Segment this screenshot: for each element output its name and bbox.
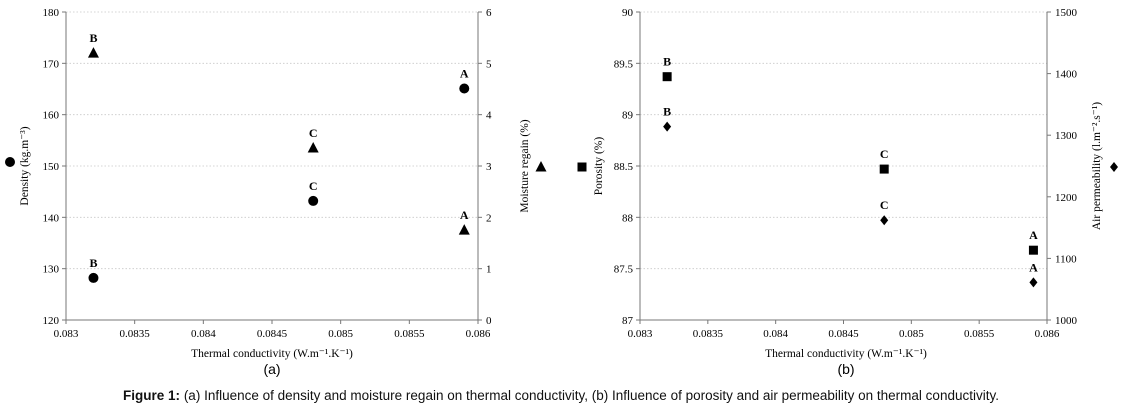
panel-a-triangle-point bbox=[87, 47, 99, 58]
panel-a-y-right-tick-label: 6 bbox=[486, 7, 492, 19]
panel-b-x-tick-label: 0.084 bbox=[763, 328, 788, 340]
panel-b-x-tick-label: 0.085 bbox=[899, 328, 924, 340]
panel-a-panel-label: (a) bbox=[263, 361, 280, 377]
panel-b-y-right-tick-label: 1100 bbox=[1055, 253, 1077, 265]
panel-b-panel-label: (b) bbox=[837, 361, 854, 377]
panel-b-point-label: B bbox=[663, 55, 671, 69]
panel-b-x-axis-title: Thermal conductivity (W.m⁻¹.K⁻¹) bbox=[765, 348, 927, 360]
panel-a-y-left-tick-label: 120 bbox=[43, 315, 60, 327]
panel-a-y-left-axis-title: Density (kg.m⁻³) bbox=[19, 126, 31, 205]
panel-a-x-axis-title: Thermal conductivity (W.m⁻¹.K⁻¹) bbox=[191, 348, 353, 360]
panel-b-y-right-tick-label: 1200 bbox=[1055, 192, 1078, 204]
panel-b-y-right-tick-label: 1000 bbox=[1055, 315, 1078, 327]
panel-b-y-left-tick-label: 89.5 bbox=[614, 58, 634, 70]
panel-a-point-label: C bbox=[309, 126, 318, 140]
panel-a-x-tick-label: 0.083 bbox=[54, 328, 79, 340]
panel-b-legend-diamond-marker bbox=[1110, 162, 1118, 172]
panel-a-y-right-tick-label: 3 bbox=[486, 161, 492, 173]
panel-a-y-left-tick-label: 180 bbox=[43, 7, 60, 19]
panel-a-y-left-tick-label: 150 bbox=[43, 161, 60, 173]
panel-b-x-tick-label: 0.0855 bbox=[964, 328, 995, 340]
panel-b-y-right-tick-label: 1400 bbox=[1055, 69, 1078, 81]
panel-a-y-left-tick-label: 140 bbox=[43, 212, 60, 224]
panel-a-y-right-tick-label: 5 bbox=[486, 58, 492, 70]
panel-a-legend-triangle-marker bbox=[535, 161, 547, 172]
panel-b-point-label: A bbox=[1029, 228, 1038, 242]
panel-a-triangle-point bbox=[307, 142, 319, 153]
panel-a-point-label: A bbox=[460, 66, 469, 80]
panel-a-legend-circle-marker bbox=[5, 157, 15, 167]
panel-a-point-label: B bbox=[89, 256, 97, 270]
caption-text: (a) Influence of density and moisture re… bbox=[183, 388, 999, 403]
panel-b-diamond-point bbox=[663, 121, 672, 132]
panel-b-point-label: C bbox=[880, 198, 889, 212]
panel-a-x-tick-label: 0.085 bbox=[328, 328, 353, 340]
panel-b-point-label: C bbox=[880, 147, 889, 161]
panel-b-x-tick-label: 0.083 bbox=[628, 328, 653, 340]
caption-prefix: Figure 1: bbox=[123, 388, 181, 403]
panel-a-x-tick-label: 0.084 bbox=[191, 328, 216, 340]
panel-b-square-point bbox=[662, 72, 672, 82]
panel-a-circle-point bbox=[308, 195, 319, 206]
panel-a-circle-point bbox=[88, 272, 99, 283]
panel-b-x-tick-label: 0.086 bbox=[1035, 328, 1060, 340]
panel-b-y-left-tick-label: 87 bbox=[622, 315, 634, 327]
panel-a-y-right-tick-label: 4 bbox=[486, 110, 492, 122]
panel-a-point-label: A bbox=[460, 208, 469, 222]
panel-b-y-right-tick-label: 1500 bbox=[1055, 7, 1078, 19]
panel-b-y-left-tick-label: 88 bbox=[622, 212, 634, 224]
panel-a-y-left-tick-label: 160 bbox=[43, 110, 60, 122]
panel-b-point-label: B bbox=[663, 105, 671, 119]
panel-a-x-tick-label: 0.0845 bbox=[257, 328, 288, 340]
panel-a-y-left-tick-label: 130 bbox=[43, 264, 60, 276]
panel-b-y-left-tick-label: 89 bbox=[622, 110, 634, 122]
panel-a-circle-point bbox=[459, 83, 470, 94]
panel-b-square-point bbox=[879, 164, 889, 174]
panel-b-diamond-point bbox=[1029, 277, 1038, 288]
panel-a-point-label: B bbox=[89, 31, 97, 45]
panel-b-diamond-point bbox=[880, 215, 889, 226]
panel-a-x-tick-label: 0.086 bbox=[466, 328, 491, 340]
panel-a-point-label: C bbox=[309, 179, 318, 193]
panel-b-y-right-tick-label: 1300 bbox=[1055, 130, 1078, 142]
panel-b-y-left-tick-label: 87.5 bbox=[614, 264, 634, 276]
panel-b-y-left-tick-label: 88.5 bbox=[614, 161, 634, 173]
figure-caption: Figure 1: (a) Influence of density and m… bbox=[0, 388, 1122, 403]
panel-b-legend-square-marker bbox=[577, 162, 587, 172]
panel-a-triangle-point bbox=[458, 224, 470, 235]
panel-b-x-tick-label: 0.0845 bbox=[828, 328, 859, 340]
panel-a-y-right-tick-label: 0 bbox=[486, 315, 492, 327]
panel-b-y-left-axis-title: Porosity (%) bbox=[593, 137, 605, 196]
panel-b-x-tick-label: 0.0835 bbox=[693, 328, 724, 340]
panel-a-y-right-axis-title: Moisture regain (%) bbox=[519, 119, 531, 212]
panel-a-x-tick-label: 0.0855 bbox=[394, 328, 425, 340]
panel-b-y-left-tick-label: 90 bbox=[622, 7, 634, 19]
panel-b-y-right-axis-title: Air permeability (l.m⁻².s⁻¹) bbox=[1091, 102, 1103, 230]
figure-canvas: 0.083 0.0835 0.084 0.0845 0.085 0.0855 0.08612… bbox=[5, 7, 1118, 377]
panel-a-y-left-tick-label: 170 bbox=[43, 58, 60, 70]
panel-a-x-tick-label: 0.0835 bbox=[120, 328, 151, 340]
panel-a-y-right-tick-label: 2 bbox=[486, 212, 492, 224]
panel-b-point-label: A bbox=[1029, 260, 1038, 274]
panel-b-square-point bbox=[1028, 245, 1038, 255]
panel-a-y-right-tick-label: 1 bbox=[486, 264, 492, 276]
